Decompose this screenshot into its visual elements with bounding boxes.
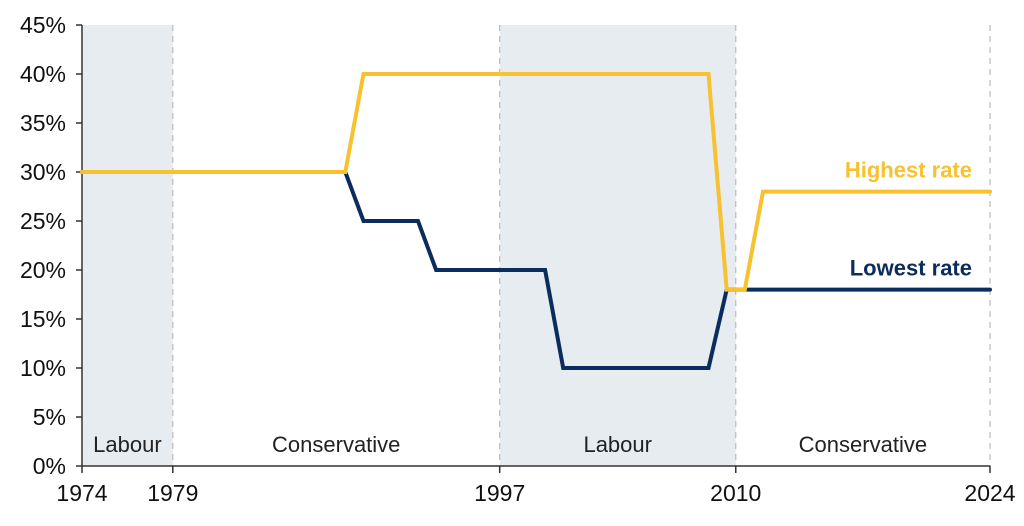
y-tick-label: 25% [20, 208, 66, 234]
y-tick-label: 0% [33, 453, 66, 479]
series-label-highest-rate: Highest rate [845, 158, 972, 183]
y-tick-label: 5% [33, 404, 66, 430]
y-tick-label: 15% [20, 306, 66, 332]
y-axis-ticks: 0% 5% 10% 15% 20% 25% 30% 35% 40% 45% [20, 12, 82, 479]
y-tick-label: 10% [20, 355, 66, 381]
period-labels: Labour Conservative Labour Conservative [93, 432, 927, 457]
x-tick-label: 1979 [147, 480, 198, 506]
period-label-1: Conservative [272, 432, 400, 457]
x-axis-ticks: 1974 1979 1997 2010 2024 [56, 466, 1016, 506]
period-label-3: Conservative [799, 432, 927, 457]
x-tick-label: 2010 [710, 480, 761, 506]
y-tick-label: 40% [20, 61, 66, 87]
x-tick-label: 1974 [56, 480, 107, 506]
series-lines [80, 72, 992, 370]
series-line-highest-rate [80, 72, 992, 292]
x-tick-label: 2024 [964, 480, 1015, 506]
period-shading-layer [82, 25, 736, 466]
period-label-0: Labour [93, 432, 162, 457]
series-label-lowest-rate: Lowest rate [850, 256, 972, 281]
period-shade-0 [82, 25, 173, 466]
period-shade-2 [499, 25, 736, 466]
period-dividers [172, 25, 991, 466]
x-tick-label: 1997 [474, 480, 525, 506]
y-tick-label: 30% [20, 159, 66, 185]
y-tick-label: 35% [20, 110, 66, 136]
series-labels: Highest rate Lowest rate [845, 158, 972, 281]
y-tick-label: 45% [20, 12, 66, 38]
period-label-2: Labour [583, 432, 652, 457]
y-tick-label: 20% [20, 257, 66, 283]
series-line-lowest-rate [80, 170, 992, 370]
